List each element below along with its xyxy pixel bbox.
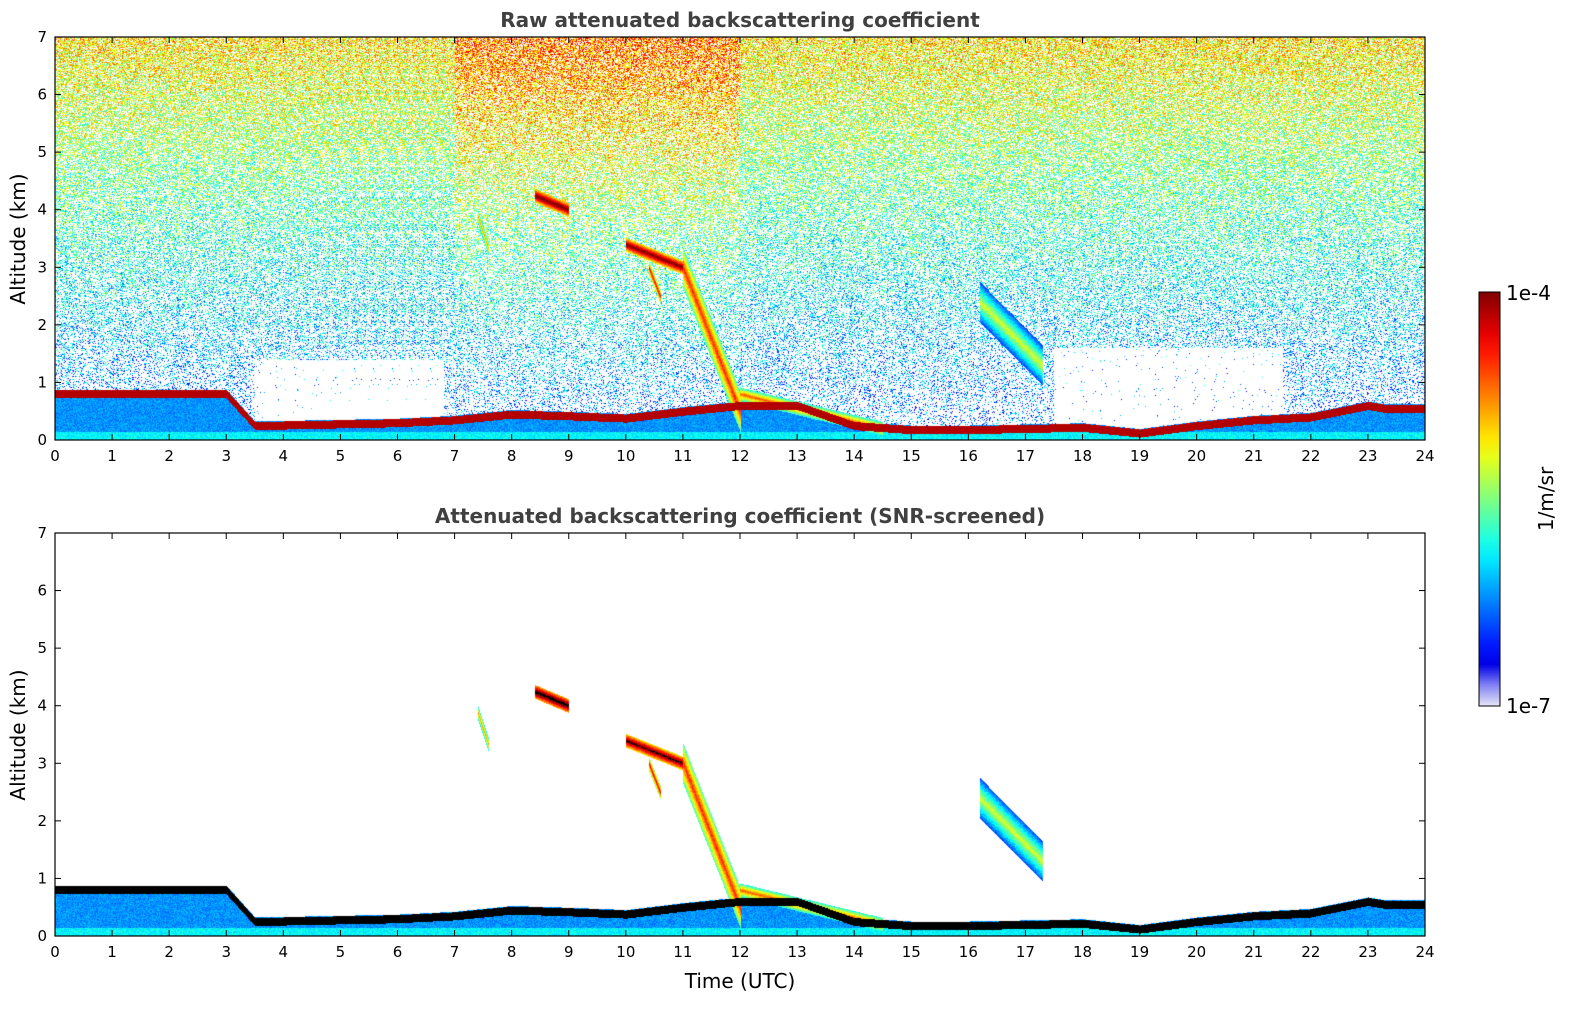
y-tick-label: 1 bbox=[37, 373, 47, 391]
x-tick-label: 4 bbox=[279, 447, 289, 465]
x-tick-label: 12 bbox=[730, 447, 749, 465]
x-tick-label: 4 bbox=[279, 943, 289, 961]
x-tick-label: 5 bbox=[336, 943, 346, 961]
screened-y-axis-label: Altitude (km) bbox=[6, 669, 30, 800]
colorbar-max-label: 1e-4 bbox=[1506, 281, 1551, 305]
x-tick-label: 17 bbox=[1016, 943, 1035, 961]
raw-y-axis-label: Altitude (km) bbox=[6, 173, 30, 304]
y-tick-label: 7 bbox=[37, 28, 47, 46]
x-tick-label: 19 bbox=[1130, 447, 1149, 465]
colorbar: 1e-4 1e-7 1/m/sr bbox=[1478, 281, 1558, 718]
raw-axes: 0 1 2 3 4 5 6 7 8 9 10 11 12 13 14 15 16 17 18 19 20 21 22 23 24… bbox=[37, 28, 1434, 465]
y-tick-label: 6 bbox=[37, 582, 47, 600]
x-tick-label: 19 bbox=[1130, 943, 1149, 961]
x-tick-label: 10 bbox=[616, 943, 635, 961]
x-tick-label: 18 bbox=[1073, 943, 1092, 961]
y-tick-label: 5 bbox=[37, 639, 47, 657]
x-tick-label: 21 bbox=[1244, 943, 1263, 961]
colorbar-gradient bbox=[1478, 291, 1501, 707]
x-tick-label: 3 bbox=[221, 943, 231, 961]
x-tick-label: 17 bbox=[1016, 447, 1035, 465]
raw-heatmap bbox=[55, 37, 1425, 440]
x-tick-label: 15 bbox=[902, 943, 921, 961]
screened-backscatter-panel: Attenuated backscattering coefficient (S… bbox=[6, 504, 1435, 993]
x-tick-label: 24 bbox=[1415, 943, 1434, 961]
x-tick-label: 20 bbox=[1187, 943, 1206, 961]
screened-heatmap bbox=[55, 533, 1425, 936]
x-tick-label: 0 bbox=[50, 943, 60, 961]
x-tick-label: 1 bbox=[107, 447, 117, 465]
x-tick-label: 6 bbox=[393, 943, 403, 961]
x-axis-label: Time (UTC) bbox=[684, 969, 796, 993]
x-tick-label: 5 bbox=[336, 447, 346, 465]
x-tick-label: 14 bbox=[845, 447, 864, 465]
colorbar-unit-label: 1/m/sr bbox=[1534, 466, 1558, 531]
x-tick-label: 23 bbox=[1358, 447, 1377, 465]
x-tick-label: 7 bbox=[450, 943, 460, 961]
x-tick-label: 7 bbox=[450, 447, 460, 465]
x-tick-label: 10 bbox=[616, 447, 635, 465]
x-tick-label: 0 bbox=[50, 447, 60, 465]
x-tick-label: 11 bbox=[673, 447, 692, 465]
x-tick-label: 18 bbox=[1073, 447, 1092, 465]
x-tick-label: 8 bbox=[507, 943, 517, 961]
x-tick-label: 15 bbox=[902, 447, 921, 465]
screened-panel-title: Attenuated backscattering coefficient (S… bbox=[435, 504, 1045, 528]
y-tick-label: 2 bbox=[37, 812, 47, 830]
x-tick-label: 21 bbox=[1244, 447, 1263, 465]
raw-backscatter-panel: Raw attenuated backscattering coefficien… bbox=[6, 8, 1435, 465]
x-tick-label: 2 bbox=[164, 447, 174, 465]
y-tick-label: 6 bbox=[37, 86, 47, 104]
y-tick-label: 0 bbox=[37, 927, 47, 945]
x-tick-label: 13 bbox=[788, 943, 807, 961]
y-tick-label: 0 bbox=[37, 431, 47, 449]
x-tick-label: 11 bbox=[673, 943, 692, 961]
x-tick-label: 13 bbox=[788, 447, 807, 465]
y-tick-label: 3 bbox=[37, 258, 47, 276]
x-tick-label: 16 bbox=[959, 943, 978, 961]
x-tick-label: 22 bbox=[1301, 447, 1320, 465]
y-tick-label: 7 bbox=[37, 524, 47, 542]
x-tick-label: 12 bbox=[730, 943, 749, 961]
x-tick-label: 9 bbox=[564, 943, 574, 961]
x-tick-label: 14 bbox=[845, 943, 864, 961]
x-tick-label: 2 bbox=[164, 943, 174, 961]
x-tick-label: 1 bbox=[107, 943, 117, 961]
x-tick-label: 8 bbox=[507, 447, 517, 465]
x-tick-label: 22 bbox=[1301, 943, 1320, 961]
colorbar-min-label: 1e-7 bbox=[1506, 694, 1551, 718]
screened-axes: 0 1 2 3 4 5 6 7 8 9 10 11 12 13 14 15 16 17 18 19 20 21 22 23 24… bbox=[37, 524, 1434, 961]
y-tick-label: 5 bbox=[37, 143, 47, 161]
y-tick-label: 4 bbox=[37, 201, 47, 219]
y-tick-label: 2 bbox=[37, 316, 47, 334]
x-tick-label: 23 bbox=[1358, 943, 1377, 961]
y-tick-label: 1 bbox=[37, 869, 47, 887]
y-tick-label: 4 bbox=[37, 697, 47, 715]
x-tick-label: 20 bbox=[1187, 447, 1206, 465]
x-tick-label: 3 bbox=[221, 447, 231, 465]
raw-panel-title: Raw attenuated backscattering coefficien… bbox=[500, 8, 980, 32]
x-tick-label: 24 bbox=[1415, 447, 1434, 465]
x-tick-label: 16 bbox=[959, 447, 978, 465]
x-tick-label: 9 bbox=[564, 447, 574, 465]
x-tick-label: 6 bbox=[393, 447, 403, 465]
y-tick-label: 3 bbox=[37, 754, 47, 772]
